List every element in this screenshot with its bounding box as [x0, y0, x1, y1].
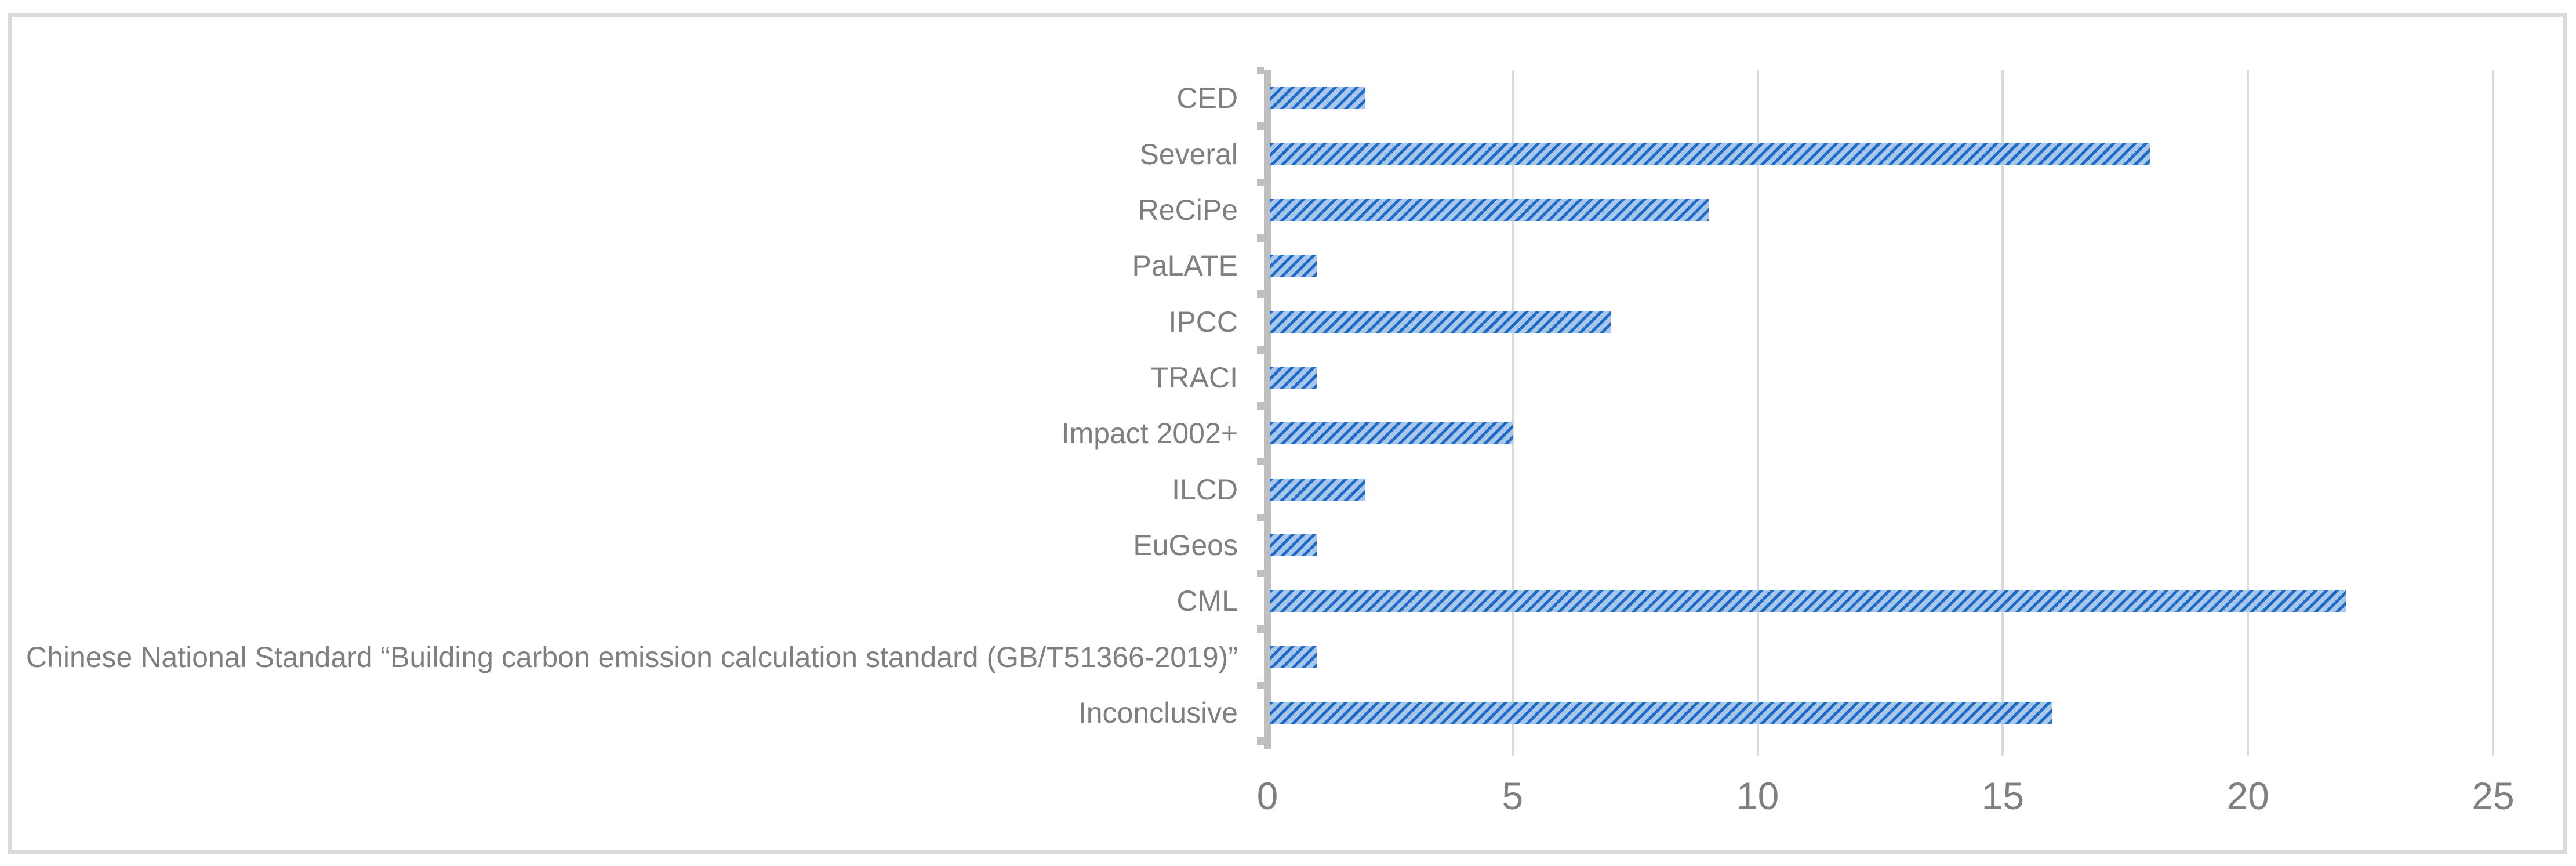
category-label: Several: [1139, 137, 1238, 171]
bar-ipcc: [1270, 310, 1611, 333]
bar-palate: [1270, 255, 1317, 277]
y-axis-tick: [1257, 67, 1264, 74]
x-axis-tick-label-5: 5: [1502, 774, 1524, 817]
x-axis-tick-15: [2001, 741, 2004, 756]
y-axis-tick: [1257, 178, 1264, 186]
category-label: Inconclusive: [1078, 696, 1238, 729]
y-axis-tick: [1257, 513, 1264, 521]
bar-several: [1270, 143, 2150, 165]
x-axis-tick-5: [1511, 741, 1514, 756]
gridline-x-5: [1511, 70, 1514, 741]
y-axis-tick: [1257, 402, 1264, 410]
category-label: ILCD: [1172, 473, 1238, 506]
gridline-x-10: [1756, 70, 1759, 741]
category-label: CED: [1176, 82, 1238, 115]
x-axis-tick-label-0: 0: [1256, 774, 1278, 817]
category-label: IPCC: [1168, 305, 1238, 338]
category-label: EuGeos: [1133, 528, 1238, 561]
bar-ced: [1270, 87, 1366, 110]
category-label: Impact 2002+: [1061, 417, 1238, 450]
gridline-x-25: [2492, 70, 2494, 741]
y-axis-tick: [1257, 625, 1264, 633]
y-axis-tick: [1257, 570, 1264, 577]
category-label: PaLATE: [1132, 249, 1238, 282]
x-axis-tick-label-15: 15: [1981, 774, 2025, 817]
gridline-x-15: [2001, 70, 2004, 741]
y-axis-tick: [1257, 681, 1264, 689]
x-axis-tick-label-10: 10: [1736, 774, 1779, 817]
x-axis-tick-label-25: 25: [2472, 774, 2515, 817]
bar-inconclusive: [1270, 701, 2052, 724]
y-axis-tick: [1257, 122, 1264, 131]
y-axis-tick: [1257, 290, 1264, 298]
category-label: CML: [1176, 585, 1238, 618]
x-axis-tick-20: [2247, 741, 2250, 756]
y-axis-line: [1264, 70, 1271, 749]
category-label: TRACI: [1151, 361, 1238, 394]
x-axis-tick-10: [1756, 741, 1759, 756]
bar-eugeos: [1270, 534, 1317, 556]
x-axis-tick-25: [2492, 741, 2494, 756]
bar-ilcd: [1270, 478, 1366, 501]
bar-chinese-national-standard-building-carbon-emission-calculation-standard-gb-t51366-2019: [1270, 646, 1317, 668]
category-label: ReCiPe: [1138, 193, 1238, 226]
y-axis-tick: [1257, 737, 1264, 745]
bar-recipe: [1270, 198, 1709, 221]
x-axis-tick-label-20: 20: [2226, 774, 2269, 817]
y-axis-tick: [1257, 234, 1264, 242]
y-axis-tick: [1257, 458, 1264, 466]
bar-impact-2002: [1270, 422, 1513, 445]
gridline-x-20: [2247, 70, 2250, 741]
category-label: Chinese National Standard “Building carb…: [26, 640, 1238, 673]
bar-traci: [1270, 366, 1317, 389]
y-axis-tick: [1257, 346, 1264, 354]
bar-cml: [1270, 590, 2346, 613]
